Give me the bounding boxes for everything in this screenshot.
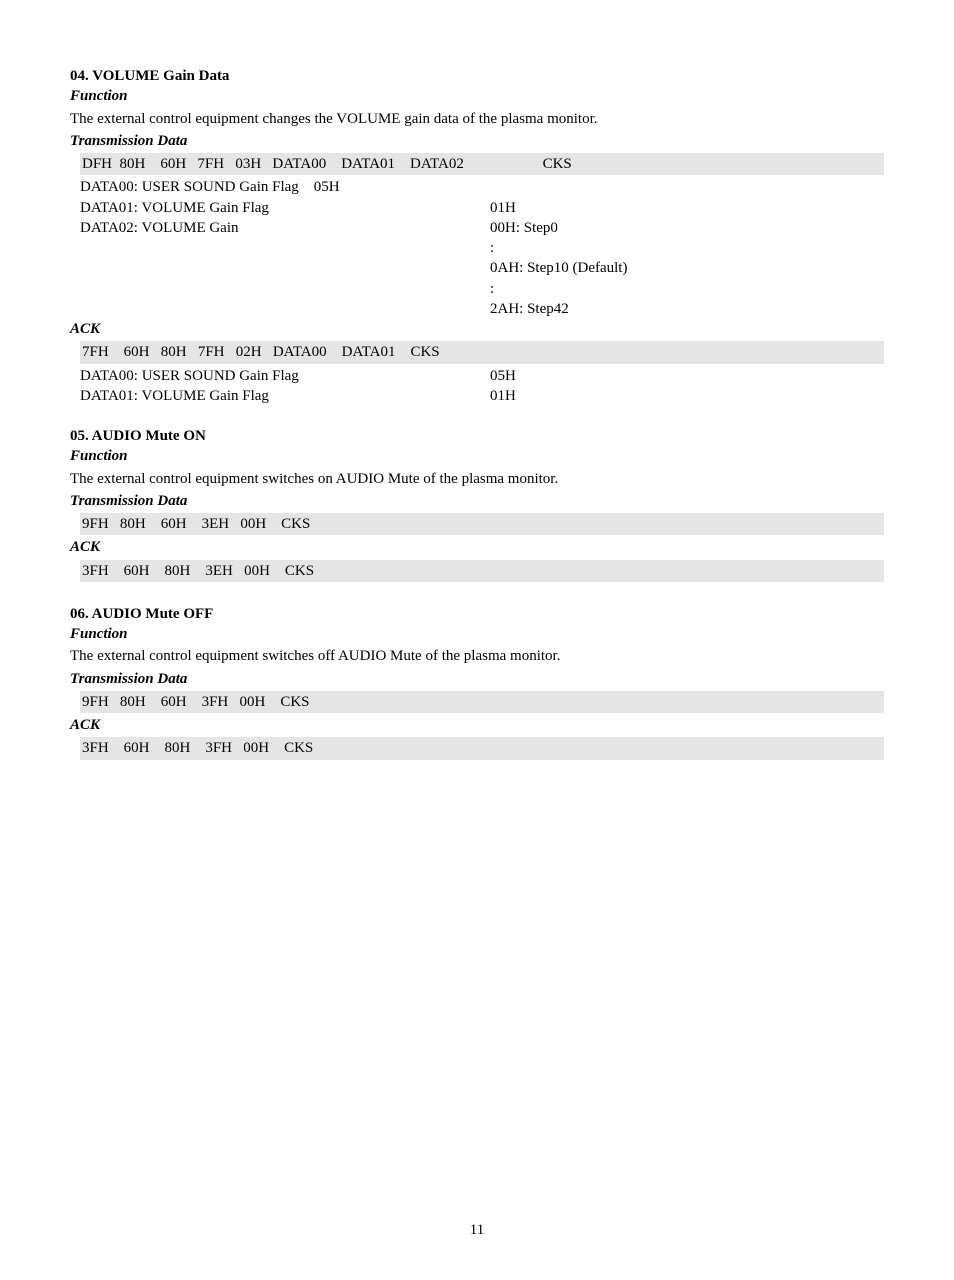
blank	[80, 299, 490, 319]
section-04-function-text: The external control equipment changes t…	[70, 109, 884, 129]
transmission-bytes: 9FH 80H 60H 3EH 00H CKS	[82, 514, 310, 534]
ack-data01-value: 01H	[490, 386, 516, 406]
section-06-function-label: Function	[70, 624, 884, 644]
section-06-transmission-label: Transmission Data	[70, 669, 884, 689]
section-04-data02-colon2: :	[80, 279, 884, 299]
section-06-ack-label: ACK	[70, 715, 884, 735]
section-04-title: 04. VOLUME Gain Data	[70, 66, 884, 86]
data01-value: 01H	[490, 198, 516, 218]
data01-key: DATA01: VOLUME Gain Flag	[80, 198, 490, 218]
section-04-ack-row: 7FH 60H 80H 7FH 02H DATA00 DATA01 CKS	[80, 341, 884, 363]
data02-key: DATA02: VOLUME Gain	[80, 218, 490, 238]
section-04-ack-data01: DATA01: VOLUME Gain Flag 01H	[80, 386, 884, 406]
section-05-function-label: Function	[70, 446, 884, 466]
section-04-data02-default: 0AH: Step10 (Default)	[80, 258, 884, 278]
section-04-function-label: Function	[70, 86, 884, 106]
section-04-data02-colon1: :	[80, 238, 884, 258]
section-05-function-text: The external control equipment switches …	[70, 469, 884, 489]
section-04-data01: DATA01: VOLUME Gain Flag 01H	[80, 198, 884, 218]
default-value: 0AH: Step10 (Default)	[490, 258, 627, 278]
blank	[80, 279, 490, 299]
page-number: 11	[70, 1220, 884, 1240]
data02-value: 00H: Step0	[490, 218, 558, 238]
colon: :	[490, 238, 494, 258]
section-06-transmission-row: 9FH 80H 60H 3FH 00H CKS	[80, 691, 884, 713]
section-05-title: 05. AUDIO Mute ON	[70, 426, 884, 446]
section-04-data00: DATA00: USER SOUND Gain Flag 05H	[80, 177, 884, 197]
ack-bytes: 3FH 60H 80H 3FH 00H CKS	[82, 738, 313, 758]
section-05-transmission-label: Transmission Data	[70, 491, 884, 511]
section-04-transmission-row: DFH 80H 60H 7FH 03H DATA00 DATA01 DATA02…	[80, 153, 884, 175]
ack-bytes: 7FH 60H 80H 7FH 02H DATA00 DATA01 CKS	[82, 342, 440, 362]
data00-line: DATA00: USER SOUND Gain Flag 05H	[80, 177, 490, 197]
section-04-transmission-label: Transmission Data	[70, 131, 884, 151]
ack-data00-key: DATA00: USER SOUND Gain Flag	[80, 366, 490, 386]
blank	[80, 258, 490, 278]
section-04-data02-end: 2AH: Step42	[80, 299, 884, 319]
section-05-transmission-row: 9FH 80H 60H 3EH 00H CKS	[80, 513, 884, 535]
section-06-function-text: The external control equipment switches …	[70, 646, 884, 666]
transmission-bytes: DFH 80H 60H 7FH 03H DATA00 DATA01 DATA02…	[82, 154, 572, 174]
blank	[80, 238, 490, 258]
section-04-data02: DATA02: VOLUME Gain 00H: Step0	[80, 218, 884, 238]
section-05-ack-row: 3FH 60H 80H 3EH 00H CKS	[80, 560, 884, 582]
end-value: 2AH: Step42	[490, 299, 569, 319]
section-05-ack-label: ACK	[70, 537, 884, 557]
ack-data01-key: DATA01: VOLUME Gain Flag	[80, 386, 490, 406]
section-04-ack-label: ACK	[70, 319, 884, 339]
transmission-bytes: 9FH 80H 60H 3FH 00H CKS	[82, 692, 310, 712]
section-06-ack-row: 3FH 60H 80H 3FH 00H CKS	[80, 737, 884, 759]
ack-data00-value: 05H	[490, 366, 516, 386]
section-06-title: 06. AUDIO Mute OFF	[70, 604, 884, 624]
section-04-ack-data00: DATA00: USER SOUND Gain Flag 05H	[80, 366, 884, 386]
ack-bytes: 3FH 60H 80H 3EH 00H CKS	[82, 561, 314, 581]
colon: :	[490, 279, 494, 299]
